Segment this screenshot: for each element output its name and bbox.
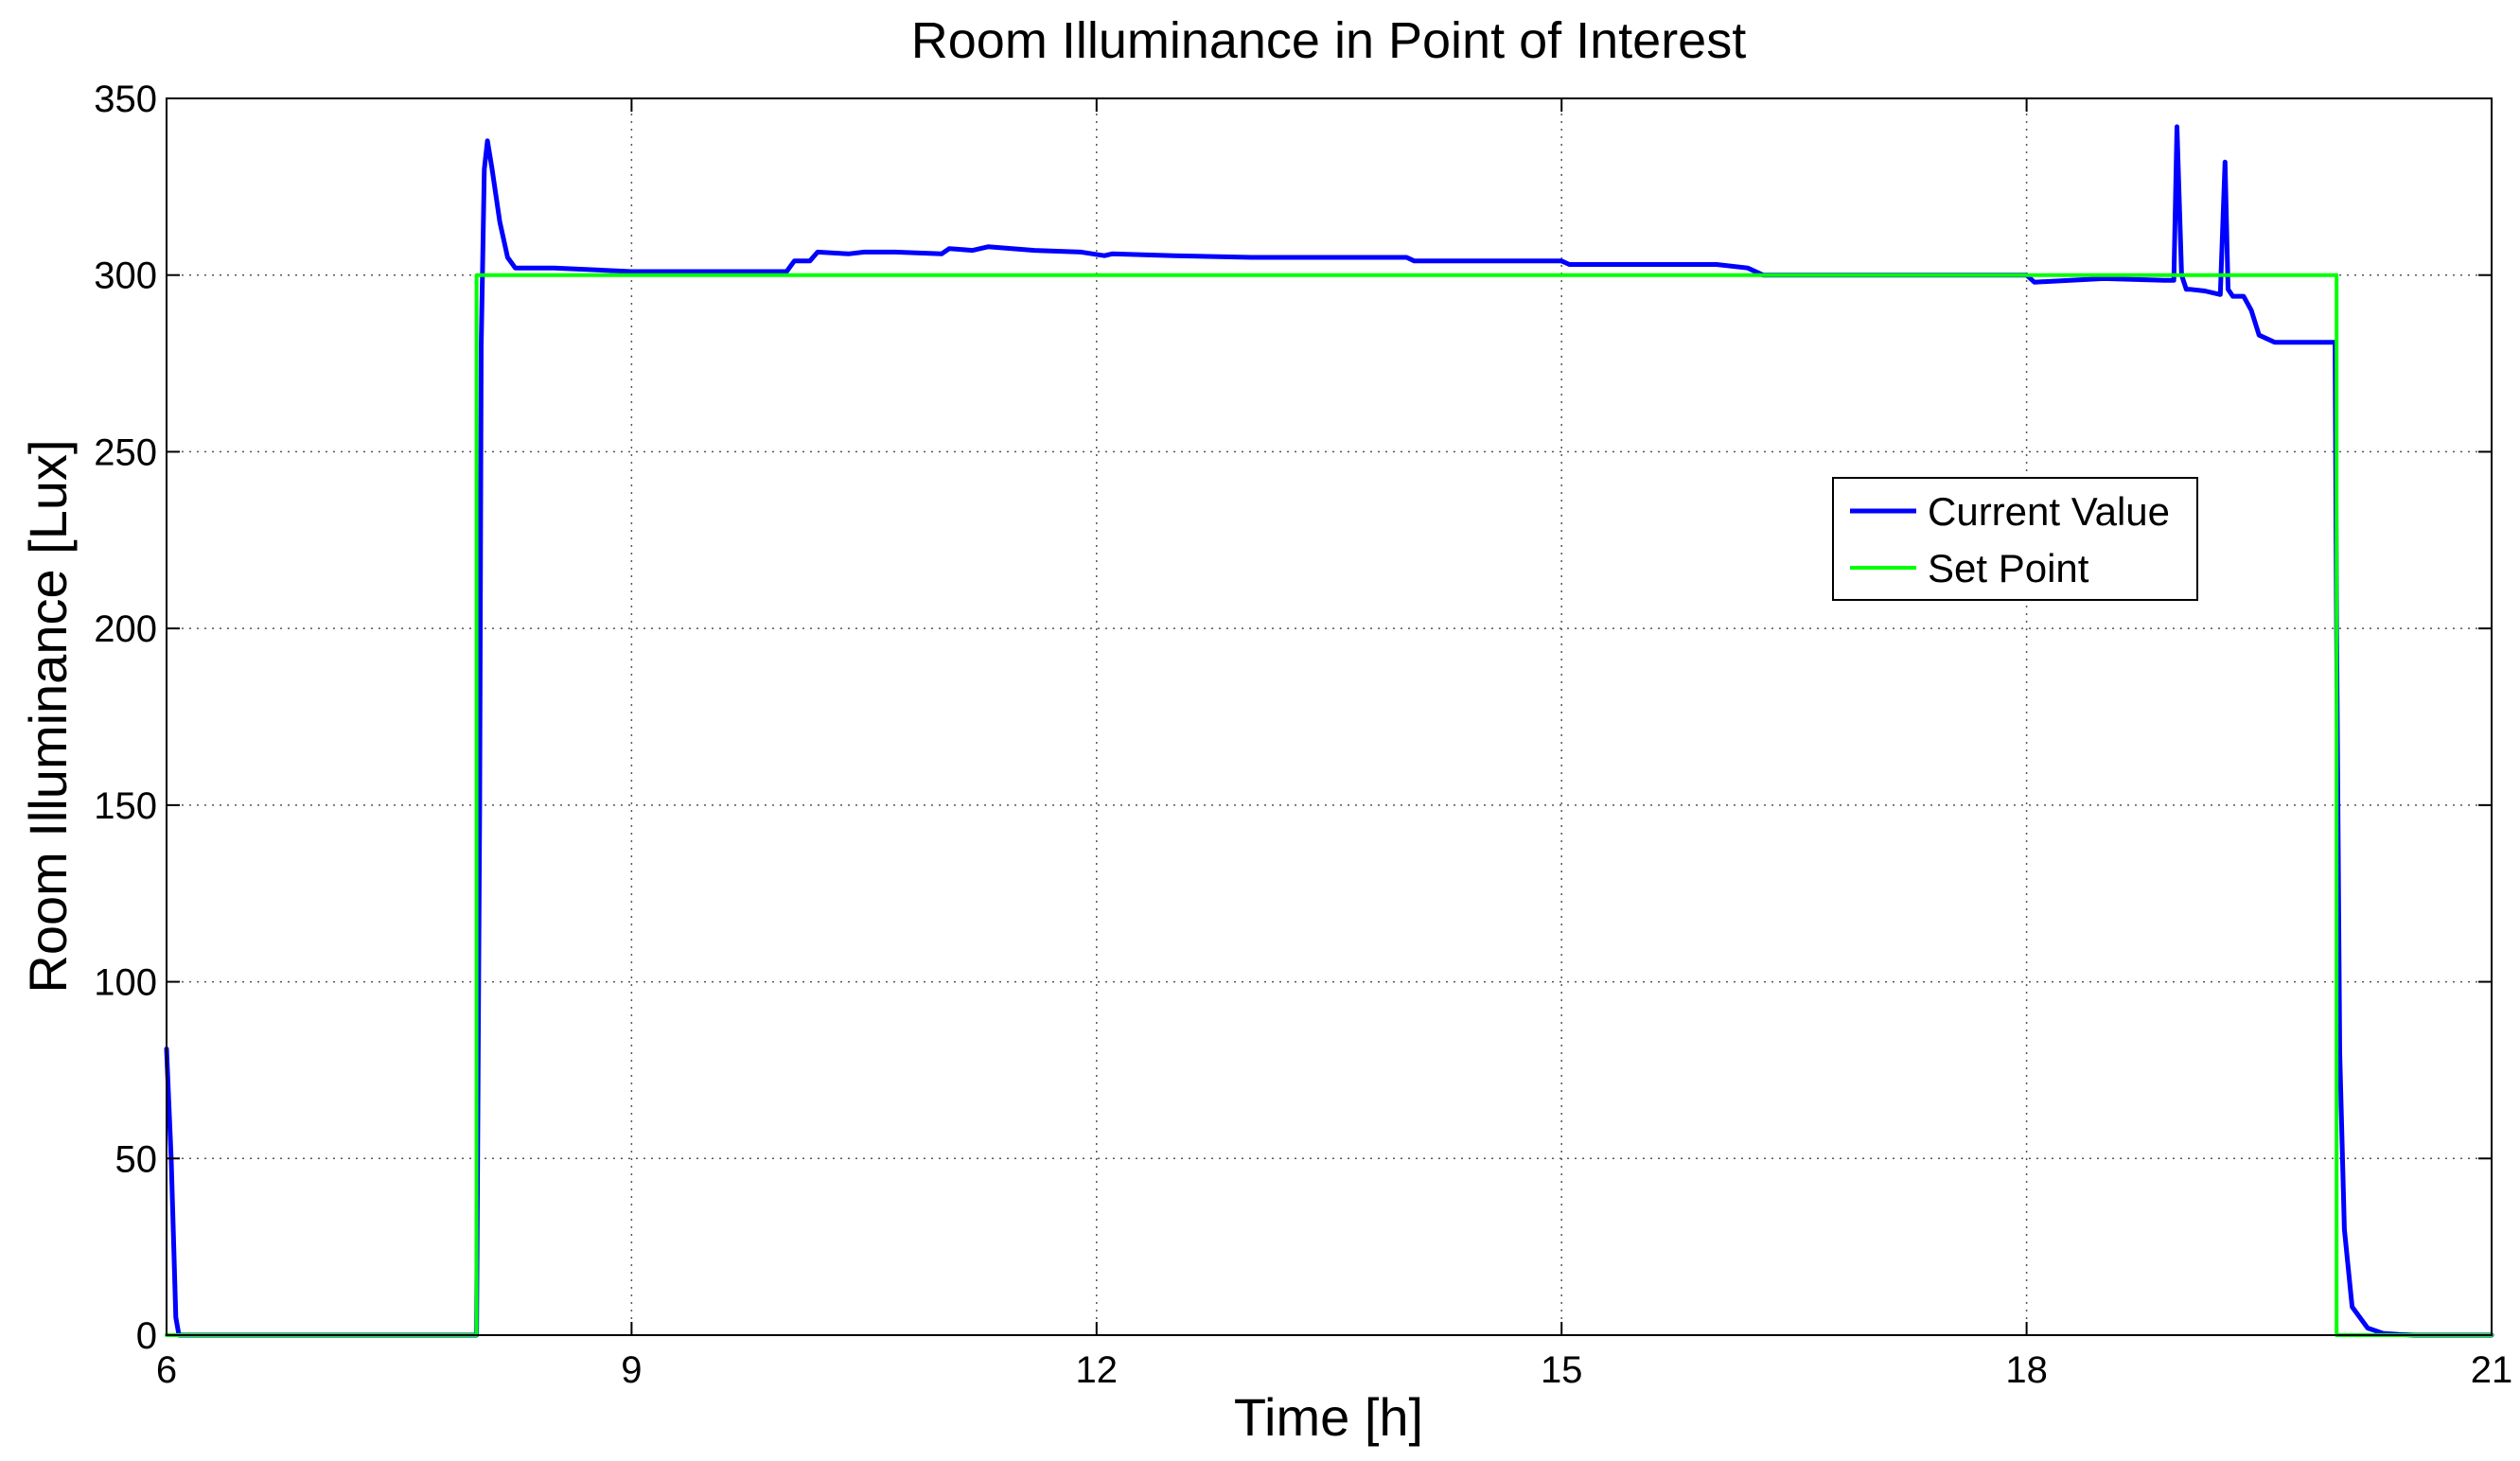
y-tick-label: 200 xyxy=(94,608,157,650)
y-tick-label: 0 xyxy=(136,1315,157,1357)
y-tick-label: 50 xyxy=(115,1138,158,1180)
legend: Current Value Set Point xyxy=(1832,477,2198,601)
y-tick-label: 150 xyxy=(94,785,157,827)
x-tick-label: 6 xyxy=(156,1349,177,1391)
x-tick-label: 15 xyxy=(1541,1349,1583,1391)
x-axis-label: Time [h] xyxy=(1234,1387,1423,1447)
y-tick-label: 250 xyxy=(94,431,157,473)
x-tick-label: 18 xyxy=(2005,1349,2048,1391)
legend-box xyxy=(1832,477,2198,601)
x-tick-label: 21 xyxy=(2471,1349,2513,1391)
x-tick-label: 9 xyxy=(621,1349,642,1391)
series-line-current-value xyxy=(164,124,2494,1338)
plot-frame xyxy=(166,97,2493,1336)
ticks: 6 9 12 15 18 21 0 50 100 150 200 250 300 350 xyxy=(94,79,2512,1391)
legend-label-current-value: Current Value xyxy=(1928,489,2170,534)
x-tick-label: 12 xyxy=(1076,1349,1119,1391)
y-tick-label: 100 xyxy=(94,962,157,1004)
y-tick-label: 300 xyxy=(94,255,157,297)
legend-label-set-point: Set Point xyxy=(1928,546,2089,590)
chart-title: Room Illuminance in Point of Interest xyxy=(911,12,1746,69)
y-axis-label: Room Illuminance [Lux] xyxy=(18,439,78,993)
y-tick-label: 350 xyxy=(94,79,157,120)
plot-background xyxy=(167,98,2492,1335)
